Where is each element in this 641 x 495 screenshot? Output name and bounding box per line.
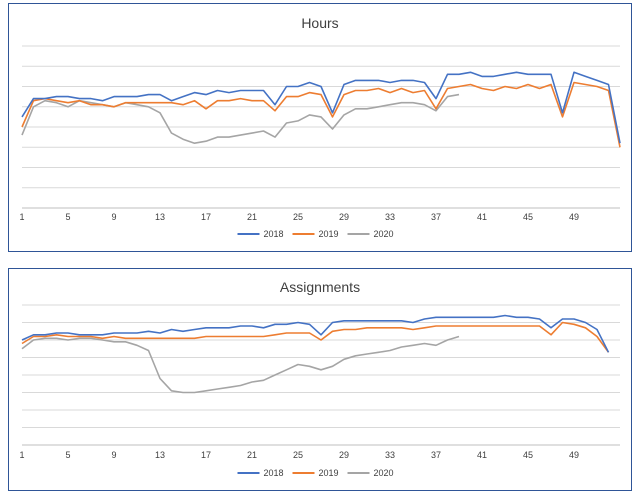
x-tick-label: 1 [19, 450, 24, 460]
x-tick-label: 17 [201, 212, 211, 222]
legend-label-2019: 2019 [319, 468, 339, 478]
chart-title: Assignments [280, 279, 360, 295]
x-tick-label: 1 [19, 212, 24, 222]
x-tick-label: 49 [569, 450, 579, 460]
x-tick-label: 41 [477, 212, 487, 222]
series-line-2020 [21, 335, 460, 394]
x-tick-label: 13 [155, 212, 165, 222]
x-tick-label: 29 [339, 212, 349, 222]
series-line-2020 [21, 93, 460, 144]
chart-hours: Hours 1 5 9 13 17 21 25 29 33 37 41 45 49 2018 2019 2020 [19, 15, 621, 239]
legend-label-2020: 2020 [374, 229, 394, 239]
x-tick-label: 29 [339, 450, 349, 460]
legend-label-2018: 2018 [264, 229, 284, 239]
legend-label-2018: 2018 [264, 468, 284, 478]
series-line-2018 [21, 71, 621, 144]
x-tick-label: 49 [569, 212, 579, 222]
x-tick-label: 37 [431, 450, 441, 460]
x-tick-label: 41 [477, 450, 487, 460]
chart-title: Hours [301, 15, 338, 31]
x-tick-label: 45 [523, 212, 533, 222]
chart-assignments: Assignments 1 5 9 13 17 21 25 29 33 37 41 45 49 2018 20… [19, 279, 620, 478]
series-line-2018 [21, 314, 610, 353]
x-tick-label: 9 [111, 212, 116, 222]
x-tick-label: 33 [385, 450, 395, 460]
legend-label-2019: 2019 [319, 229, 339, 239]
chart-hours-panel: Hours 1 5 9 13 17 21 25 29 33 37 41 45 49 2018 2019 2020 [8, 3, 632, 252]
x-tick-label: 33 [385, 212, 395, 222]
x-tick-label: 17 [201, 450, 211, 460]
x-tick-label: 25 [293, 212, 303, 222]
x-tick-label: 5 [65, 450, 70, 460]
x-tick-label: 45 [523, 450, 533, 460]
series-line-2019 [21, 321, 610, 353]
x-tick-label: 5 [65, 212, 70, 222]
legend-label-2020: 2020 [374, 468, 394, 478]
series-line-2019 [21, 81, 621, 148]
x-tick-label: 21 [247, 212, 257, 222]
x-tick-label: 13 [155, 450, 165, 460]
x-tick-label: 21 [247, 450, 257, 460]
chart-assignments-panel: Assignments 1 5 9 13 17 21 25 29 33 37 41 45 49 2018 20… [8, 268, 632, 491]
x-tick-label: 9 [111, 450, 116, 460]
x-tick-label: 37 [431, 212, 441, 222]
x-tick-label: 25 [293, 450, 303, 460]
